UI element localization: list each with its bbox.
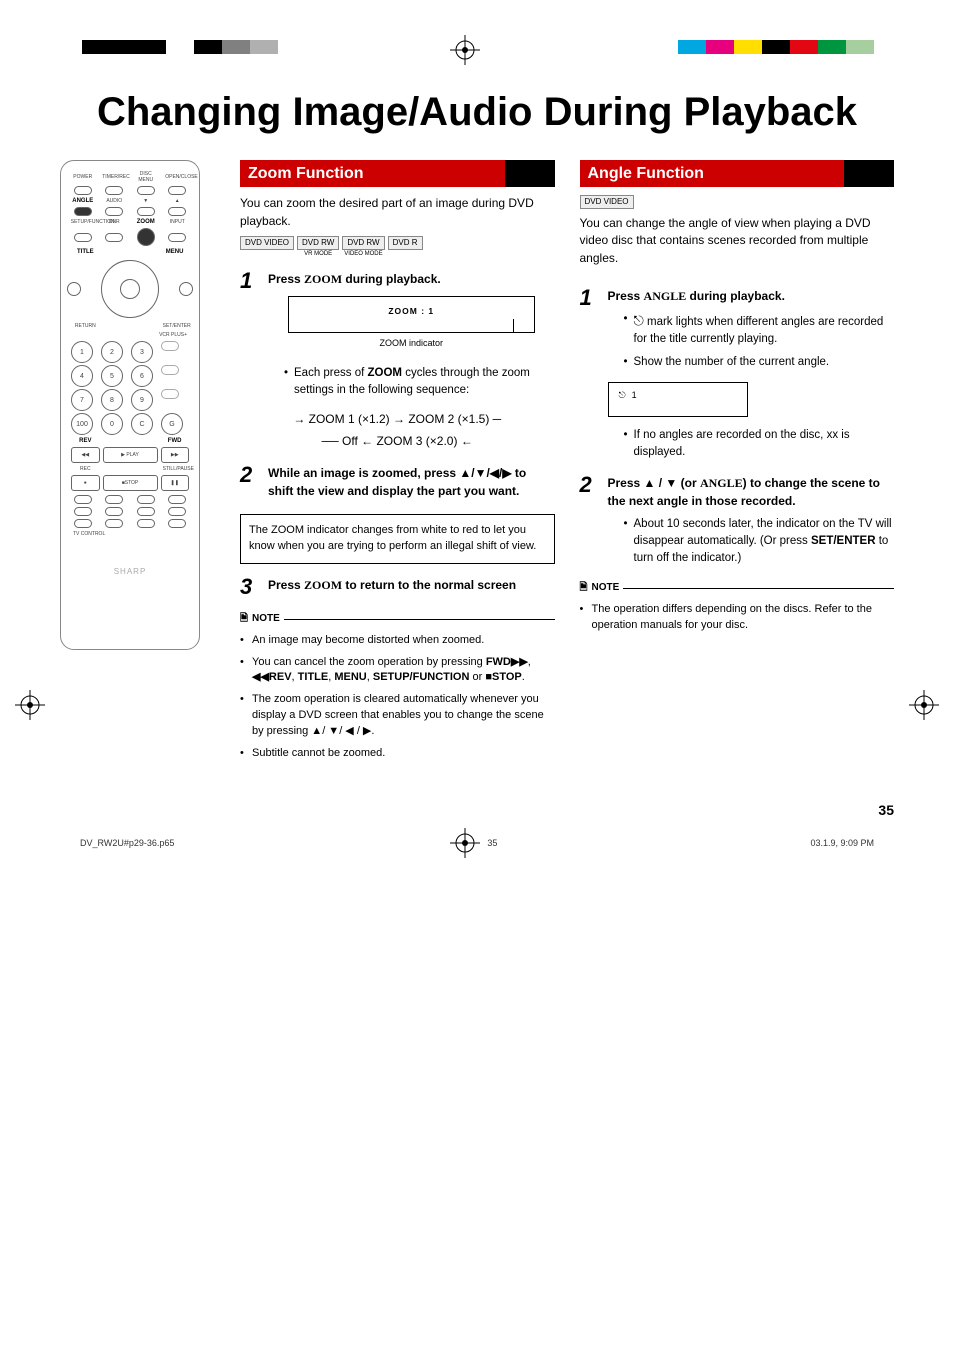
note-icon: 🗎: [240, 612, 248, 627]
zoom-disc-tags: DVD VIDEODVD RWVR MODEDVD RWVIDEO MODEDV…: [240, 236, 555, 258]
remote-control-diagram: POWERTIMER/RECDISC MENUOPEN/CLOSE ANGLEA…: [60, 160, 200, 650]
zoom-note-header: 🗎 NOTE: [240, 612, 555, 627]
registration-mark-top: [450, 35, 480, 65]
zoom-notes: An image may become distorted when zoome…: [240, 633, 555, 763]
zoom-button[interactable]: [137, 228, 155, 246]
registration-mark-bottom: [450, 828, 480, 858]
angle-note-header: 🗎 NOTE: [580, 581, 895, 596]
registration-mark-right: [909, 690, 939, 720]
zoom-step-1: 1 Press ZOOM during playback. ZOOM : 1 Z…: [240, 270, 555, 399]
angle-display-box: ⎋ 1: [608, 382, 748, 418]
angle-notes: The operation differs depending on the d…: [580, 602, 895, 634]
zoom-intro: You can zoom the desired part of an imag…: [240, 195, 555, 230]
angle-step-1: 1 Press ANGLE during playback. ⎋ mark li…: [580, 287, 895, 462]
angle-header: Angle Function: [580, 160, 895, 187]
zoom-section: Zoom Function You can zoom the desired p…: [240, 160, 555, 762]
right-color-bar: [678, 40, 874, 54]
brand-label: SHARP: [67, 567, 193, 576]
angle-step-2: 2 Press ▲ / ▼ (or ANGLE) to change the s…: [580, 474, 895, 568]
left-color-bar: [82, 40, 278, 54]
page-title: Changing Image/Audio During Playback: [60, 90, 894, 135]
angle-intro: You can change the angle of view when pl…: [580, 215, 895, 267]
angle-button[interactable]: [74, 207, 92, 216]
page-number: 35: [60, 802, 894, 818]
camera-icon: ⎋: [619, 389, 626, 403]
zoom-indicator-box: ZOOM : 1: [288, 296, 535, 333]
zoom-info-box: The ZOOM indicator changes from white to…: [240, 514, 555, 564]
text-columns: Zoom Function You can zoom the desired p…: [240, 160, 894, 762]
zoom-step-3: 3 Press ZOOM to return to the normal scr…: [240, 576, 555, 598]
page: Changing Image/Audio During Playback POW…: [0, 0, 954, 888]
zoom-step-2: 2 While an image is zoomed, press ▲/▼/◀/…: [240, 464, 555, 500]
zoom-header: Zoom Function: [240, 160, 555, 187]
content-area: POWERTIMER/RECDISC MENUOPEN/CLOSE ANGLEA…: [60, 160, 894, 762]
camera-icon: ⎋: [634, 313, 644, 328]
zoom-sequence: → ZOOM 1 (×1.2) → ZOOM 2 (×1.5) ─ ── Off…: [240, 409, 555, 452]
registration-mark-left: [15, 690, 45, 720]
remote-column: POWERTIMER/RECDISC MENUOPEN/CLOSE ANGLEA…: [60, 160, 220, 762]
angle-section: Angle Function DVD VIDEO You can change …: [580, 160, 895, 762]
note-icon: 🗎: [580, 581, 588, 596]
